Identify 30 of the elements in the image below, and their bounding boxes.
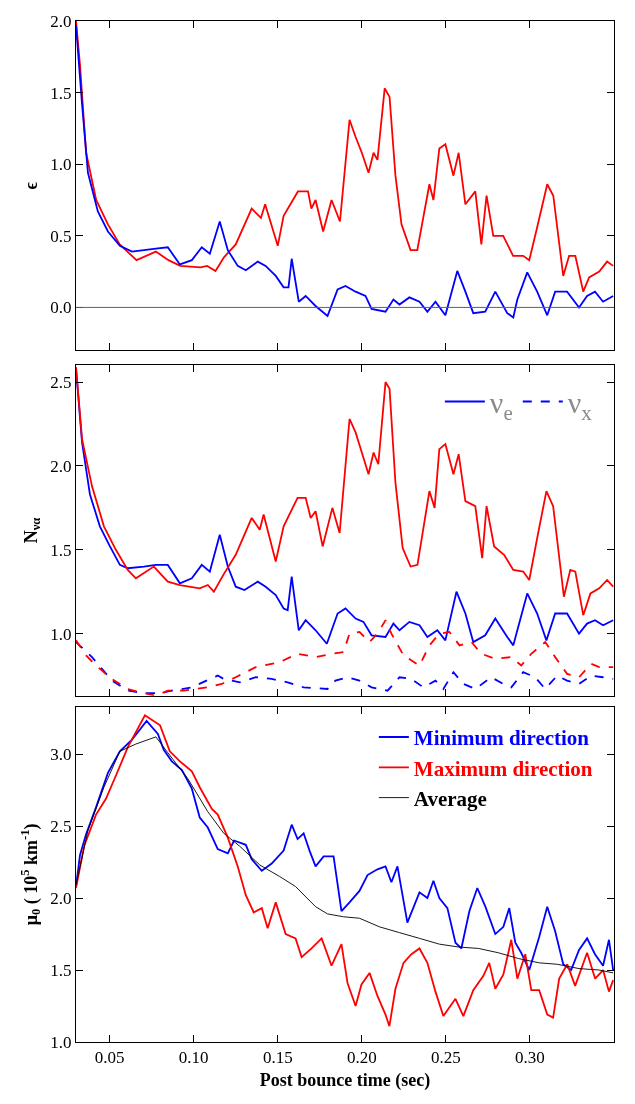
x-tick-label: 0.25 [431, 1048, 461, 1068]
line-series [76, 714, 614, 1028]
x-tick-label: 0.20 [346, 1048, 377, 1068]
line-series [76, 619, 614, 696]
y-tick-label: 2.0 [50, 889, 72, 909]
x-tick-label: 0.15 [262, 1048, 293, 1068]
y-tick-label: 1.0 [50, 155, 72, 175]
y-tick-label: 2.5 [50, 373, 72, 393]
x-axis-title: Post bounce time (sec) [259, 1069, 431, 1091]
y-tick-label: 1.0 [50, 1032, 72, 1052]
line-series [76, 641, 614, 695]
legend-label: Maximum direction [413, 756, 593, 781]
y-tick-label: 2.0 [50, 11, 72, 31]
legend-label: Minimum direction [413, 726, 590, 751]
y-tick-label: 0.5 [50, 226, 72, 246]
y-tick-label: 1.5 [50, 540, 72, 560]
y-tick-label: 1.5 [50, 960, 72, 980]
x-tick-label: 0.10 [178, 1048, 209, 1068]
y-tick-label: 1.5 [50, 83, 72, 103]
y-tick-label: 2.5 [50, 817, 72, 837]
legend-label: Average [413, 786, 487, 811]
y-tick-label: 2.0 [50, 456, 72, 476]
x-tick-label: 0.30 [515, 1048, 545, 1068]
x-tick-label: 0.05 [94, 1048, 125, 1068]
y-tick-label: 3.0 [50, 745, 72, 765]
y-tick-label: 0.0 [50, 298, 72, 318]
y-axis-title: ϵ [20, 181, 41, 190]
y-tick-label: 1.0 [50, 624, 72, 644]
legend-label: ν$_{e}$ [489, 386, 513, 425]
legend-label: ν$_{x}$ [567, 386, 593, 425]
